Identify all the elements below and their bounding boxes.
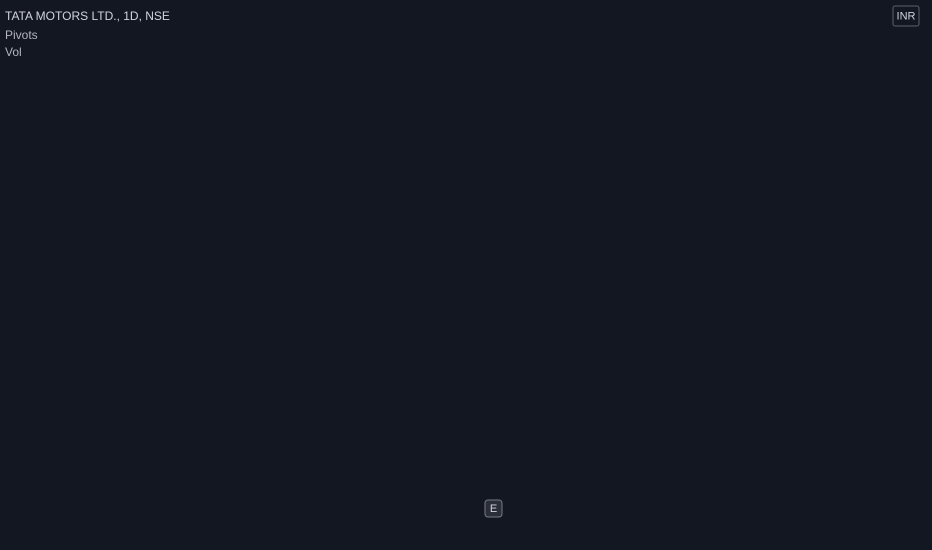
- svg-text:E: E: [490, 503, 497, 515]
- earnings-icon[interactable]: E: [484, 499, 503, 518]
- indicator-label[interactable]: Pivots: [5, 28, 38, 42]
- chart-title: TATA MOTORS LTD., 1D, NSE: [5, 9, 170, 23]
- currency-box[interactable]: [892, 5, 920, 27]
- indicator-label[interactable]: Vol: [5, 45, 22, 59]
- currency[interactable]: INR: [897, 10, 916, 22]
